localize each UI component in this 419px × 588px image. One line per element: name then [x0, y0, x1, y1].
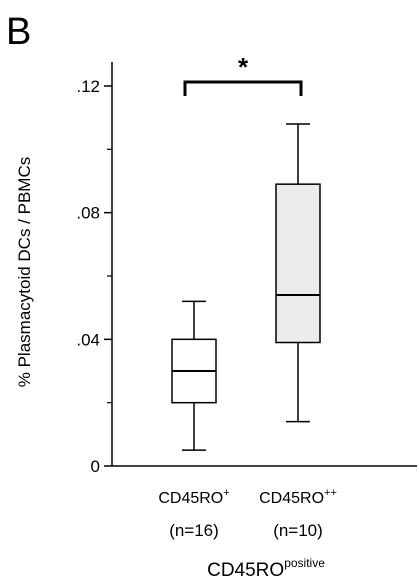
category-label: CD45RO+ [158, 487, 229, 507]
significance-bracket: * [183, 52, 303, 96]
box-group: CD45RO+ (n=16) [158, 300, 230, 540]
y-tick-label: 0 [91, 457, 100, 476]
y-tick-label: .08 [76, 204, 100, 223]
x-axis-label-main: CD45RO [207, 560, 284, 581]
category-n-label: (n=10) [273, 521, 323, 540]
category-label-main: CD45RO [158, 490, 223, 507]
y-axis-label: % Plasmacytoid DCs / PBMCs [15, 157, 34, 388]
x-axis-label: CD45ROpositive [207, 556, 325, 581]
category-label-main: CD45RO [259, 490, 324, 507]
category-n-label: (n=16) [169, 521, 219, 540]
significance-asterisk: * [238, 52, 249, 82]
x-axis-label-superscript: positive [284, 556, 325, 570]
box-iqr [275, 183, 321, 344]
category-label-superscript: ++ [324, 487, 337, 499]
axes: 0 .04 .08 .12 [76, 62, 417, 476]
category-label-superscript: + [223, 487, 229, 499]
y-tick-label: .12 [76, 77, 100, 96]
boxes: CD45RO+(n=16)CD45RO++(n=10) [158, 123, 337, 540]
y-tick-label: .04 [76, 330, 100, 349]
box-group: CD45RO++ (n=10) [259, 123, 337, 540]
category-label: CD45RO++ [259, 487, 337, 507]
bracket-line [183, 80, 303, 96]
panel-label: B [6, 11, 31, 53]
